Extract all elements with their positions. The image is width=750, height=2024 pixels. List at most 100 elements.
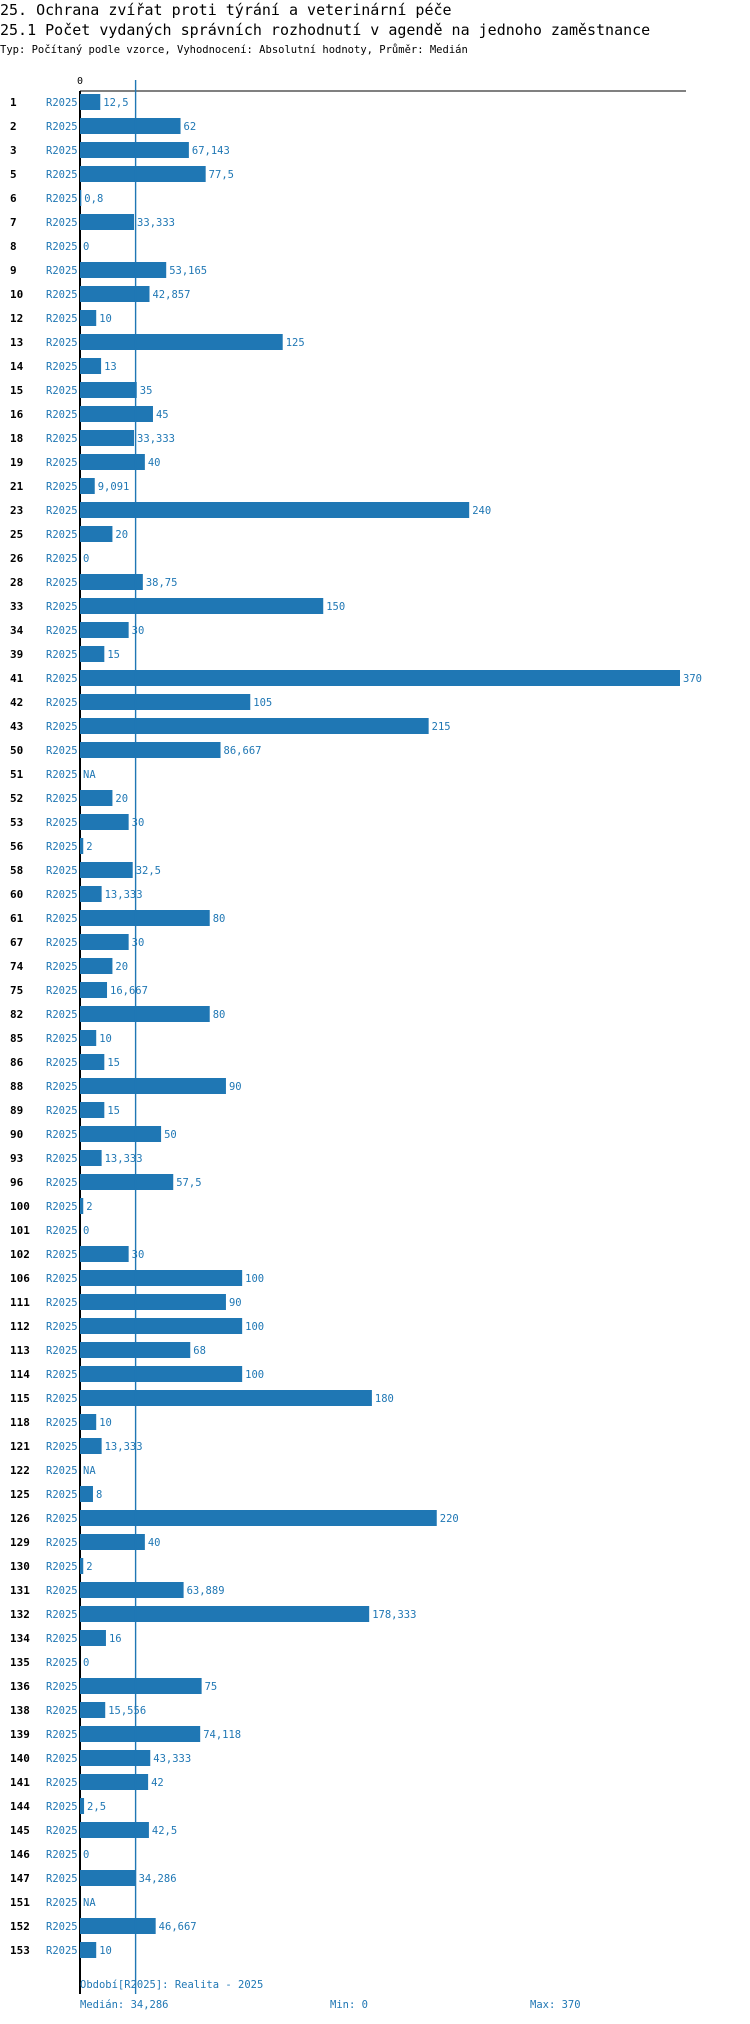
row-id-label: 136	[10, 1680, 30, 1693]
value-label: 100	[245, 1369, 264, 1381]
bar-152	[80, 1918, 156, 1934]
row-id-label: 102	[10, 1248, 30, 1261]
series-label: R2025	[46, 913, 78, 925]
value-label: 80	[213, 1009, 226, 1021]
row-id-label: 129	[10, 1536, 30, 1549]
row-id-label: 26	[10, 552, 24, 565]
row-id-label: 85	[10, 1032, 23, 1045]
row-id-label: 15	[10, 384, 23, 397]
series-label: R2025	[46, 697, 78, 709]
row-id-label: 1	[10, 96, 17, 109]
bar-100	[80, 1198, 84, 1214]
bar-5	[80, 166, 206, 182]
value-label: 20	[115, 961, 128, 973]
series-label: R2025	[46, 337, 78, 349]
series-label: R2025	[46, 265, 78, 277]
bar-93	[80, 1150, 102, 1166]
series-label: R2025	[46, 1729, 78, 1741]
bar-106	[80, 1270, 243, 1286]
value-label: 33,333	[137, 217, 175, 229]
row-id-label: 67	[10, 936, 23, 949]
chart-title: 25.1 Počet vydaných správních rozhodnutí…	[0, 21, 651, 39]
series-label: R2025	[46, 97, 78, 109]
row-id-label: 126	[10, 1512, 30, 1525]
bar-144	[80, 1798, 85, 1814]
series-label: R2025	[46, 649, 78, 661]
value-label: 43,333	[153, 1753, 191, 1765]
series-label: R2025	[46, 721, 78, 733]
value-label: 74,118	[203, 1729, 241, 1741]
bar-86	[80, 1054, 105, 1070]
bar-102	[80, 1246, 129, 1262]
series-label: R2025	[46, 1609, 78, 1621]
bar-61	[80, 910, 210, 926]
series-label: R2025	[46, 1681, 78, 1693]
bar-67	[80, 934, 129, 950]
row-id-label: 118	[10, 1416, 30, 1429]
bar-34	[80, 622, 129, 638]
series-label: R2025	[46, 1873, 78, 1885]
series-label: R2025	[46, 1321, 78, 1333]
value-label: 34,286	[139, 1873, 177, 1885]
value-label: NA	[83, 1897, 96, 1909]
bar-16	[80, 406, 153, 422]
row-id-label: 96	[10, 1176, 24, 1189]
row-id-label: 41	[10, 672, 24, 685]
value-label: 0	[83, 1849, 89, 1861]
value-label: 100	[245, 1321, 264, 1333]
series-label: R2025	[46, 1249, 78, 1261]
value-label: 240	[472, 505, 491, 517]
value-label: 20	[115, 793, 128, 805]
row-id-label: 51	[10, 768, 24, 781]
bar-2	[80, 118, 181, 134]
value-label: 215	[432, 721, 451, 733]
row-id-label: 106	[10, 1272, 30, 1285]
series-label: R2025	[46, 1201, 78, 1213]
series-label: R2025	[46, 769, 78, 781]
row-id-label: 50	[10, 744, 23, 757]
value-label: 40	[148, 457, 161, 469]
series-label: R2025	[46, 1105, 78, 1117]
series-label: R2025	[46, 505, 78, 517]
row-id-label: 19	[10, 456, 23, 469]
bar-58	[80, 862, 133, 878]
row-id-label: 7	[10, 216, 17, 229]
bar-138	[80, 1702, 106, 1718]
value-label: 15	[107, 1105, 120, 1117]
bar-7	[80, 214, 135, 230]
row-id-label: 145	[10, 1824, 30, 1837]
bar-9	[80, 262, 167, 278]
row-id-label: 56	[10, 840, 24, 853]
row-id-label: 113	[10, 1344, 30, 1357]
series-label: R2025	[46, 1489, 78, 1501]
series-label: R2025	[46, 817, 78, 829]
series-label: R2025	[46, 529, 78, 541]
row-id-label: 5	[10, 168, 17, 181]
series-label: R2025	[46, 241, 78, 253]
series-label: R2025	[46, 121, 78, 133]
bar-82	[80, 1006, 210, 1022]
value-label: NA	[83, 769, 96, 781]
value-label: 10	[99, 313, 112, 325]
row-id-label: 2	[10, 120, 17, 133]
series-label: R2025	[46, 601, 78, 613]
value-label: 0	[83, 1225, 89, 1237]
series-label: R2025	[46, 625, 78, 637]
value-label: 42	[151, 1777, 164, 1789]
value-label: 45	[156, 409, 169, 421]
series-label: R2025	[46, 841, 78, 853]
series-label: R2025	[46, 1345, 78, 1357]
row-id-label: 151	[10, 1896, 30, 1909]
row-id-label: 147	[10, 1872, 30, 1885]
row-id-label: 89	[10, 1104, 23, 1117]
series-label: R2025	[46, 1585, 78, 1597]
series-label: R2025	[46, 361, 78, 373]
row-id-label: 90	[10, 1128, 23, 1141]
row-id-label: 101	[10, 1224, 30, 1237]
series-label: R2025	[46, 1465, 78, 1477]
row-id-label: 130	[10, 1560, 30, 1573]
row-id-label: 61	[10, 912, 24, 925]
series-label: R2025	[46, 457, 78, 469]
row-id-label: 18	[10, 432, 23, 445]
value-label: 13	[104, 361, 117, 373]
